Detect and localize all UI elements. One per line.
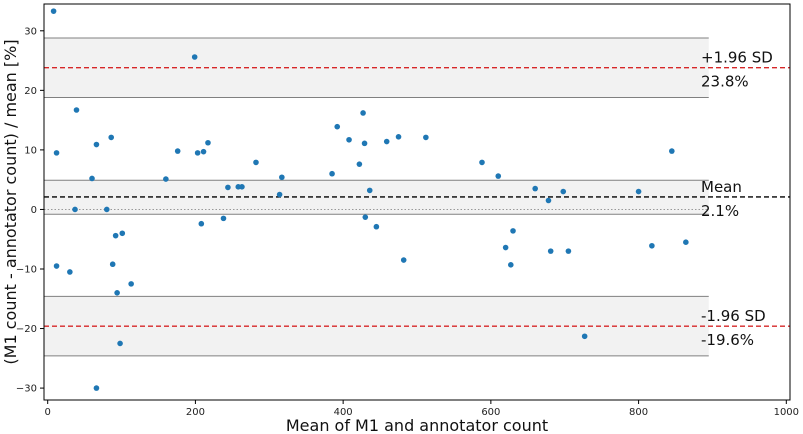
- data-point: [547, 248, 554, 254]
- data-point: [117, 340, 123, 347]
- data-point: [545, 197, 552, 204]
- x-tick-label: 800: [629, 407, 648, 418]
- data-point: [683, 239, 689, 245]
- data-point: [565, 248, 572, 254]
- data-point: [128, 281, 134, 287]
- data-point: [400, 257, 407, 263]
- data-point: [253, 159, 259, 166]
- y-tick-label: 10: [24, 145, 37, 156]
- y-axis-label: (M1 count - annotator count) / mean [%]: [1, 39, 20, 364]
- x-tick-label: 200: [186, 407, 205, 418]
- y-tick-label: 0: [31, 205, 37, 216]
- data-point: [334, 123, 341, 130]
- data-point: [163, 176, 169, 182]
- data-point: [198, 220, 205, 227]
- data-point: [93, 385, 100, 391]
- y-tick-label: 30: [24, 26, 37, 37]
- axis-ticks: 0 200 400 600 800 1000 −30 −20 −10 0 10 20 30: [16, 26, 799, 418]
- data-point: [581, 333, 588, 340]
- data-point: [479, 159, 485, 166]
- data-point: [93, 141, 100, 148]
- data-point: [191, 54, 198, 60]
- data-point: [112, 232, 119, 239]
- data-point: [109, 261, 116, 268]
- data-point: [53, 150, 60, 156]
- data-point: [366, 187, 373, 194]
- x-tick-label: 1000: [774, 407, 799, 418]
- line-label-top-0: +1.96 SD: [701, 49, 773, 67]
- data-point: [53, 263, 60, 269]
- y-tick-label: −30: [16, 384, 37, 395]
- data-point: [669, 148, 675, 154]
- y-tick-label: −20: [16, 324, 37, 335]
- data-point: [360, 110, 366, 116]
- data-point: [108, 134, 115, 141]
- x-axis-label: Mean of M1 and annotator count: [286, 416, 548, 434]
- data-point: [508, 262, 514, 268]
- data-point: [329, 170, 335, 177]
- data-point: [560, 188, 567, 195]
- data-point: [114, 290, 120, 296]
- data-point: [502, 244, 509, 251]
- data-point: [532, 185, 538, 192]
- data-point: [373, 223, 380, 230]
- data-point: [383, 138, 390, 145]
- x-tick-label: 0: [45, 407, 51, 418]
- data-point: [103, 206, 110, 213]
- data-point: [220, 215, 227, 222]
- y-tick-label: 20: [24, 86, 37, 97]
- data-point: [50, 8, 57, 14]
- line-label-top-1: Mean: [701, 178, 742, 196]
- plot-frame: [43, 3, 791, 401]
- data-point: [356, 161, 363, 167]
- data-point: [361, 140, 368, 147]
- y-tick-label: −10: [16, 264, 37, 275]
- data-point: [73, 107, 80, 113]
- data-point: [174, 148, 181, 154]
- data-point: [635, 188, 642, 195]
- data-point: [72, 206, 78, 213]
- data-point: [276, 191, 283, 198]
- data-point: [67, 269, 73, 275]
- data-point: [346, 136, 352, 143]
- data-point: [89, 175, 95, 182]
- data-point: [510, 228, 516, 234]
- line-label-bottom-2: -19.6%: [701, 331, 754, 349]
- data-point: [200, 148, 207, 155]
- x-tick-label: 400: [334, 407, 353, 418]
- data-point: [395, 133, 402, 140]
- plot-area: +1.96 SD 23.8% Mean 2.1% -1.96 SD -19.6%: [44, 8, 790, 391]
- data-point: [279, 174, 285, 181]
- data-point: [225, 184, 231, 191]
- data-point: [205, 139, 211, 146]
- data-point: [194, 150, 201, 156]
- data-point: [239, 184, 245, 190]
- data-point: [362, 214, 369, 220]
- data-point: [649, 242, 655, 249]
- data-point: [119, 230, 126, 237]
- data-point: [495, 173, 502, 179]
- line-label-bottom-0: 23.8%: [701, 73, 749, 91]
- line-label-top-2: -1.96 SD: [701, 307, 766, 325]
- data-point: [423, 134, 429, 141]
- line-label-bottom-1: 2.1%: [701, 202, 739, 220]
- x-tick-label: 600: [481, 407, 500, 418]
